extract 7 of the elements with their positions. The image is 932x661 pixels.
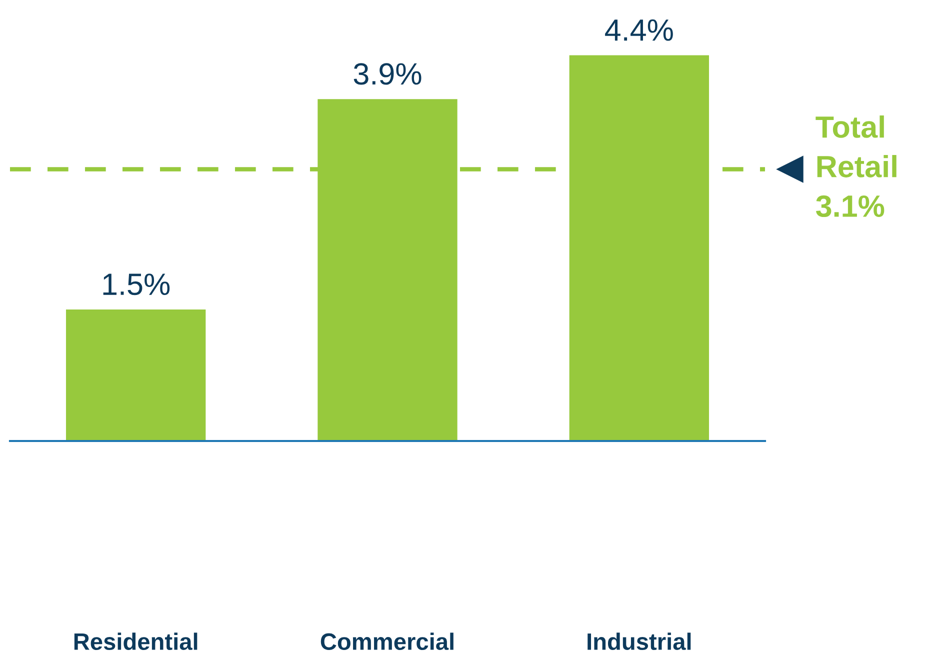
data-label: 4.4% bbox=[605, 19, 673, 41]
x-tick-label: Industrial bbox=[588, 632, 691, 650]
data-label: 1.5% bbox=[103, 274, 170, 296]
data-label: 3.9% bbox=[354, 63, 422, 85]
x-tick-label: Commercial bbox=[320, 632, 454, 650]
x-tick-label: Residential bbox=[74, 632, 198, 650]
ref-line-label: Total Retail 3.1% bbox=[816, 115, 896, 218]
